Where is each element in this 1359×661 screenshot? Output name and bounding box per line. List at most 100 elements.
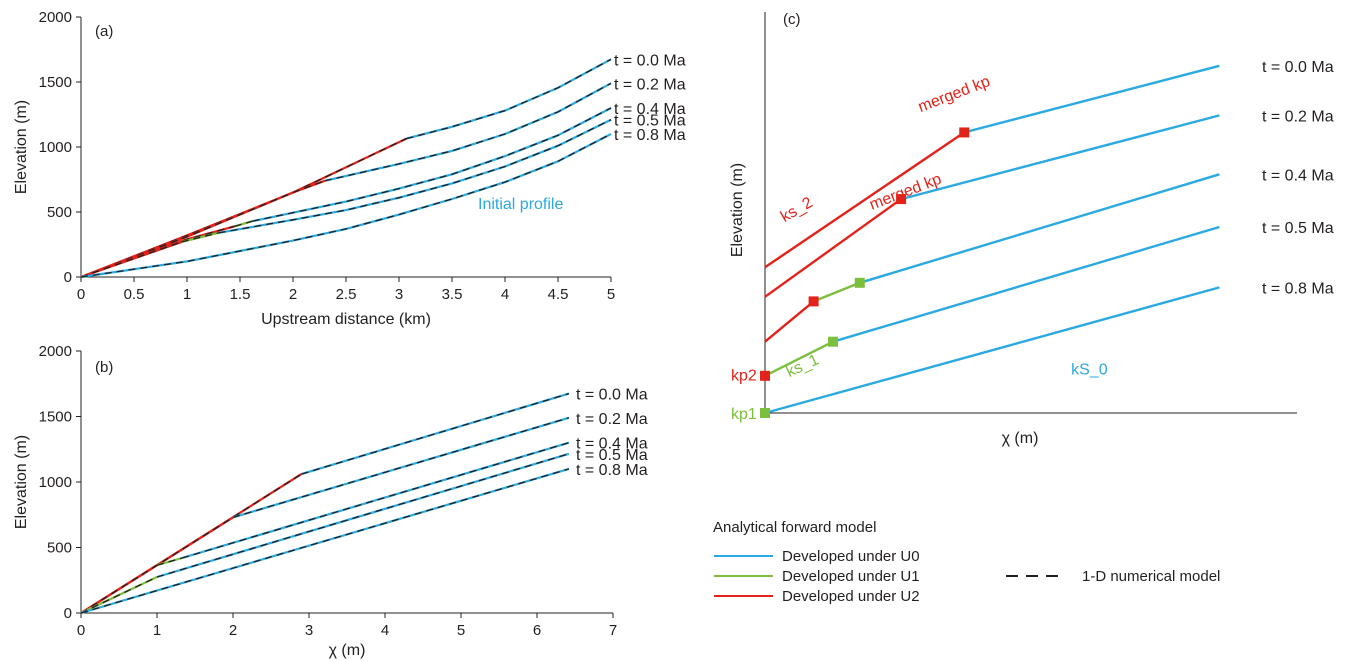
series-label: t = 0.0 Ma [576, 387, 648, 404]
panel-a-x-tick-label: 2.5 [336, 286, 357, 303]
panel-a-y-tick-label: 2000 [39, 9, 72, 26]
panel-c-series-t-0-0-ma [764, 64, 1220, 269]
series-segment-u0 [324, 82, 612, 182]
panel-b-y-tick-label: 0 [64, 605, 72, 622]
numerical-model-line [324, 82, 612, 182]
panel-a-y-tick-label: 1000 [39, 139, 72, 156]
panel-a-annotation: Initial profile [478, 196, 563, 213]
panel-a-y-tick-label: 1500 [39, 74, 72, 91]
series-label: t = 0.8 Ma [1262, 280, 1334, 297]
series-segment-u2 [764, 131, 965, 269]
panel-b-y-tick-label: 1500 [39, 409, 72, 426]
panel-b-y-tick-label: 500 [47, 540, 72, 557]
panel-b-series-t-0-0-ma [80, 392, 570, 614]
series-segment-u0 [900, 114, 1220, 201]
panel-b-label: (b) [95, 359, 113, 376]
series-segment-u0 [963, 64, 1220, 134]
series-label: t = 0.0 Ma [1262, 59, 1334, 76]
panel-a-series-t-0-2-ma [80, 82, 612, 279]
annotation-ks-1: ks_1 [784, 351, 822, 381]
panel-b-x-tick-label: 2 [229, 622, 237, 639]
panel-a-x-tick-label: 5 [607, 286, 615, 303]
series-segment-u1 [813, 281, 861, 303]
panel-b-x-tick-label: 1 [153, 622, 161, 639]
panel-a-x-title: Upstream distance (km) [261, 311, 431, 328]
numerical-model-line [181, 442, 570, 559]
annotation-ks-2: ks_2 [778, 194, 816, 226]
panel-a-x-tick-label: 2 [289, 286, 297, 303]
panel-b-x-tick-label: 6 [533, 622, 541, 639]
series-label: t = 0.5 Ma [614, 113, 686, 130]
panel-b-series-t-0-8-ma [80, 467, 570, 615]
panel-a-series [80, 58, 612, 279]
numerical-model-line [406, 58, 612, 140]
numerical-model-line [80, 133, 612, 278]
panel-b-y-tick-label: 2000 [39, 343, 72, 360]
annotation-merged-kp: merged kp [916, 73, 993, 116]
panel-a-y-title: Elevation (m) [13, 100, 30, 194]
series-label: t = 0.0 Ma [614, 52, 686, 69]
numerical-model-line [234, 220, 253, 227]
legend-item-label: Developed under U0 [782, 548, 920, 565]
knickpoint-marker [854, 277, 865, 288]
knickpoint-marker [760, 370, 770, 381]
panel-a-series-t-0-5-ma [80, 118, 612, 279]
numerical-model-line [301, 392, 570, 475]
series-segment-u2 [764, 300, 815, 343]
numerical-model-line [181, 232, 219, 243]
panel-a-label: (a) [95, 23, 113, 40]
numerical-model-line [80, 473, 302, 614]
series-label: t = 0.4 Ma [1262, 167, 1334, 184]
numerical-model-line [80, 180, 326, 278]
series-label: t = 0.2 Ma [1262, 108, 1334, 125]
legend-item-u2: Developed under U2 [714, 588, 920, 605]
annotation-kp2: kp2 [731, 367, 757, 384]
series-segment-u0 [764, 286, 1220, 415]
series-label: t = 0.2 Ma [614, 76, 686, 93]
knickpoint-marker [808, 296, 819, 307]
series-label: t = 0.5 Ma [576, 447, 648, 464]
series-label: t = 0.8 Ma [614, 127, 686, 144]
series-label: t = 0.5 Ma [1262, 220, 1334, 237]
panel-b-series-t-0-5-ma [80, 452, 570, 614]
panel-b-x-ticks: 0 1 2 3 4 5 6 7 [77, 613, 617, 639]
panel-b-x-tick-label: 0 [77, 622, 85, 639]
numerical-model-line [218, 119, 612, 234]
series-segment-u1 [764, 340, 834, 377]
panel-a-series-labels: t = 0.0 Ma t = 0.2 Ma t = 0.4 Mat = 0.5 Ma… [614, 52, 686, 144]
panel-c-x-title: χ (m) [1002, 430, 1039, 447]
panel-c-axes [764, 12, 1297, 414]
panel-c-series-labels: t = 0.0 Ma t = 0.2 Ma t = 0.4 Ma t = 0.5 Ma… [1262, 59, 1334, 298]
series-segment-u0 [156, 452, 570, 579]
panel-b-x-title: χ (m) [329, 642, 366, 659]
panel-b-x-tick-label: 7 [609, 622, 617, 639]
panel-a-x-tick-label: 4.5 [548, 286, 569, 303]
panel-a-y-ticks: 0 500 1000 1500 2000 [39, 9, 81, 286]
panel-b-x-tick-label: 4 [381, 622, 389, 639]
legend-item-label: Developed under U1 [782, 568, 920, 585]
panel-a-y-tick-label: 0 [64, 269, 72, 286]
series-label: t = 0.8 Ma [576, 462, 648, 479]
series-label: t = 0.4 Ma [576, 436, 648, 453]
numerical-model-line [80, 468, 570, 614]
panel-a-x-ticks: 0 0.5 1 1.5 2 2.5 3 3.5 4 4.5 5 [77, 277, 615, 303]
numerical-model-line [80, 576, 158, 614]
panel-b-series-labels: t = 0.0 Ma t = 0.2 Ma t = 0.4 Mat = 0.5 Ma… [576, 387, 648, 479]
panel-b-y-title: Elevation (m) [13, 435, 30, 529]
panel-a-x-tick-label: 3 [395, 286, 403, 303]
knickpoint-marker [896, 194, 907, 205]
series-segment-u0 [859, 173, 1220, 284]
panel-c-y-title: Elevation (m) [729, 163, 746, 257]
panel-b-axes [80, 351, 613, 614]
numerical-model-line [156, 557, 183, 566]
annotation-merged-kp: merged kp [867, 171, 944, 214]
panel-a-x-tick-label: 1 [183, 286, 191, 303]
panel-c: t = 0.0 Ma t = 0.2 Ma t = 0.4 Ma t = 0.5 Ma… [729, 11, 1334, 447]
panel-c-series-t-0-4-ma [764, 173, 1220, 343]
legend: Analytical forward model Developed under… [713, 519, 1220, 605]
numerical-model-line [80, 241, 182, 278]
panel-c-knickpoints [760, 127, 970, 418]
panel-b-series [80, 392, 570, 615]
